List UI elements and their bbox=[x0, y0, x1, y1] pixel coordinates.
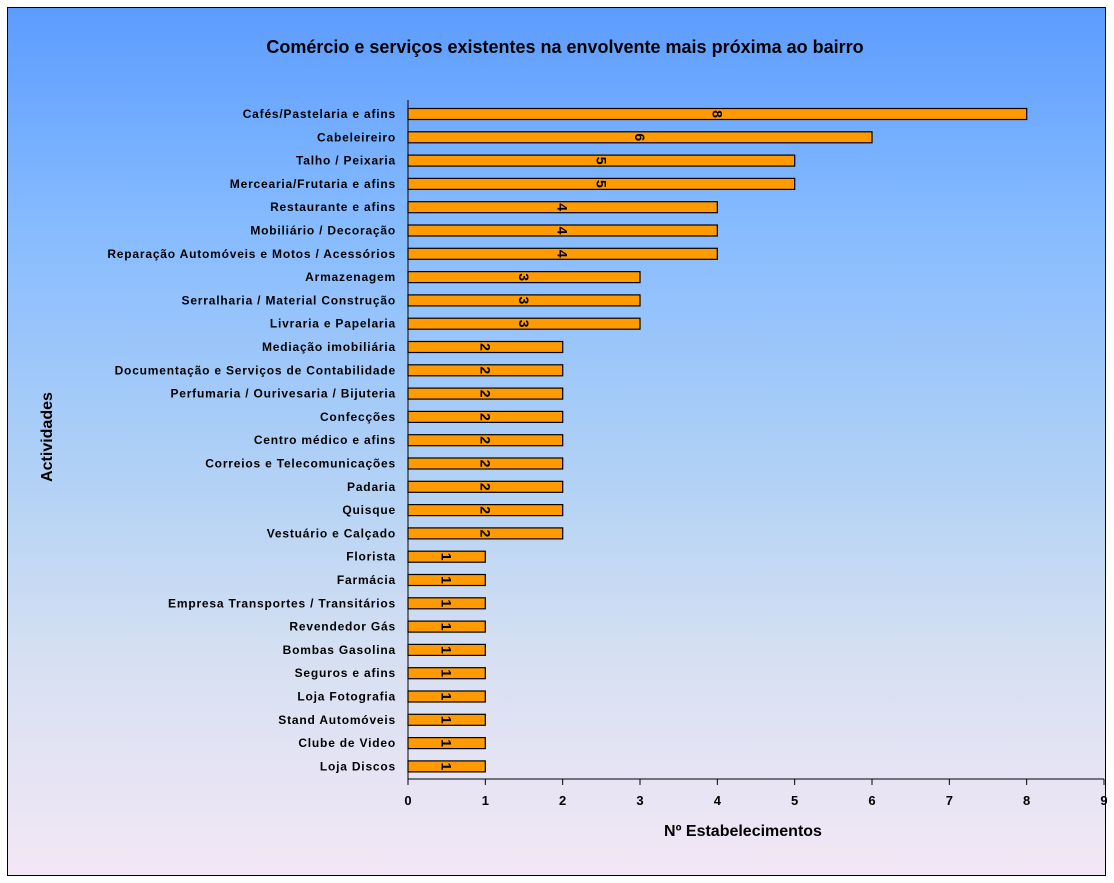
category-label: Cabeleireiro bbox=[317, 130, 396, 144]
category-label: Documentação e Serviços de Contabilidade bbox=[115, 363, 396, 377]
category-label: Empresa Transportes / Transitários bbox=[168, 596, 396, 610]
data-label: 1 bbox=[439, 576, 455, 584]
data-label: 4 bbox=[555, 227, 571, 235]
data-label: 1 bbox=[439, 599, 455, 607]
category-label: Florista bbox=[346, 550, 396, 564]
data-label: 1 bbox=[439, 716, 455, 724]
data-label: 2 bbox=[477, 483, 493, 491]
data-label: 2 bbox=[477, 366, 493, 374]
category-label: Perfumaria / Ourivesaria / Bijuteria bbox=[170, 387, 396, 401]
category-label: Restaurante e afins bbox=[270, 200, 396, 214]
data-label: 1 bbox=[439, 693, 455, 701]
data-label: 2 bbox=[477, 436, 493, 444]
category-label: Reparação Automóveis e Motos / Acessório… bbox=[107, 247, 396, 261]
x-tick-label: 6 bbox=[868, 793, 875, 808]
data-label: 1 bbox=[439, 623, 455, 631]
category-label: Mediação imobiliária bbox=[262, 340, 396, 354]
category-label: Cafés/Pastelaria e afins bbox=[243, 107, 396, 121]
chart-title: Comércio e serviços existentes na envolv… bbox=[266, 37, 863, 57]
x-tick-label: 8 bbox=[1023, 793, 1030, 808]
x-tick-label: 9 bbox=[1100, 793, 1107, 808]
x-tick-label: 2 bbox=[559, 793, 566, 808]
category-label: Livraria e Papelaria bbox=[270, 317, 396, 331]
data-label: 6 bbox=[632, 133, 648, 141]
category-label: Serralharia / Material Construção bbox=[182, 293, 396, 307]
category-label: Talho / Peixaria bbox=[296, 154, 396, 168]
data-label: 8 bbox=[709, 110, 725, 118]
category-label: Seguros e afins bbox=[295, 666, 396, 680]
data-label: 3 bbox=[516, 273, 532, 281]
data-label: 1 bbox=[439, 646, 455, 654]
data-label: 4 bbox=[555, 250, 571, 258]
data-label: 2 bbox=[477, 343, 493, 351]
data-label: 1 bbox=[439, 553, 455, 561]
data-label: 1 bbox=[439, 739, 455, 747]
data-label: 3 bbox=[516, 297, 532, 305]
category-label: Padaria bbox=[347, 480, 396, 494]
data-label: 2 bbox=[477, 390, 493, 398]
category-label: Confecções bbox=[320, 410, 396, 424]
category-label: Mercearia/Frutaria e afins bbox=[230, 177, 396, 191]
y-axis-title: Actividades bbox=[39, 392, 56, 482]
data-label: 2 bbox=[477, 460, 493, 468]
data-label: 4 bbox=[555, 203, 571, 211]
data-label: 2 bbox=[477, 506, 493, 514]
category-label: Vestuário e Calçado bbox=[267, 526, 396, 540]
category-label: Loja Discos bbox=[320, 759, 396, 773]
category-label: Stand Automóveis bbox=[278, 713, 396, 727]
category-label: Clube de Video bbox=[298, 736, 396, 750]
category-label: Armazenagem bbox=[305, 270, 396, 284]
plot-area: Cafés/Pastelaria e afins 8 Cabeleireiro 6 Ta… bbox=[107, 100, 1108, 808]
data-label: 1 bbox=[439, 669, 455, 677]
category-label: Mobiliário / Decoração bbox=[250, 224, 396, 238]
category-label: Quisque bbox=[342, 503, 396, 517]
data-label: 5 bbox=[593, 180, 609, 188]
category-label: Loja Fotografia bbox=[297, 690, 396, 704]
x-tick-label: 0 bbox=[404, 793, 411, 808]
category-label: Bombas Gasolina bbox=[283, 643, 396, 657]
data-label: 5 bbox=[593, 157, 609, 165]
x-tick-label: 3 bbox=[636, 793, 643, 808]
data-label: 2 bbox=[477, 413, 493, 421]
data-label: 1 bbox=[439, 763, 455, 771]
data-label: 2 bbox=[477, 530, 493, 538]
x-tick-label: 5 bbox=[791, 793, 798, 808]
category-label: Correios e Telecomunicações bbox=[205, 457, 396, 471]
category-label: Revendedor Gás bbox=[289, 620, 396, 634]
category-label: Centro médico e afins bbox=[254, 433, 396, 447]
data-label: 3 bbox=[516, 320, 532, 328]
x-tick-label: 4 bbox=[714, 793, 722, 808]
x-tick-label: 7 bbox=[946, 793, 953, 808]
category-label: Farmácia bbox=[337, 573, 396, 587]
x-axis-title: Nº Estabelecimentos bbox=[664, 823, 822, 840]
x-tick-label: 1 bbox=[482, 793, 489, 808]
